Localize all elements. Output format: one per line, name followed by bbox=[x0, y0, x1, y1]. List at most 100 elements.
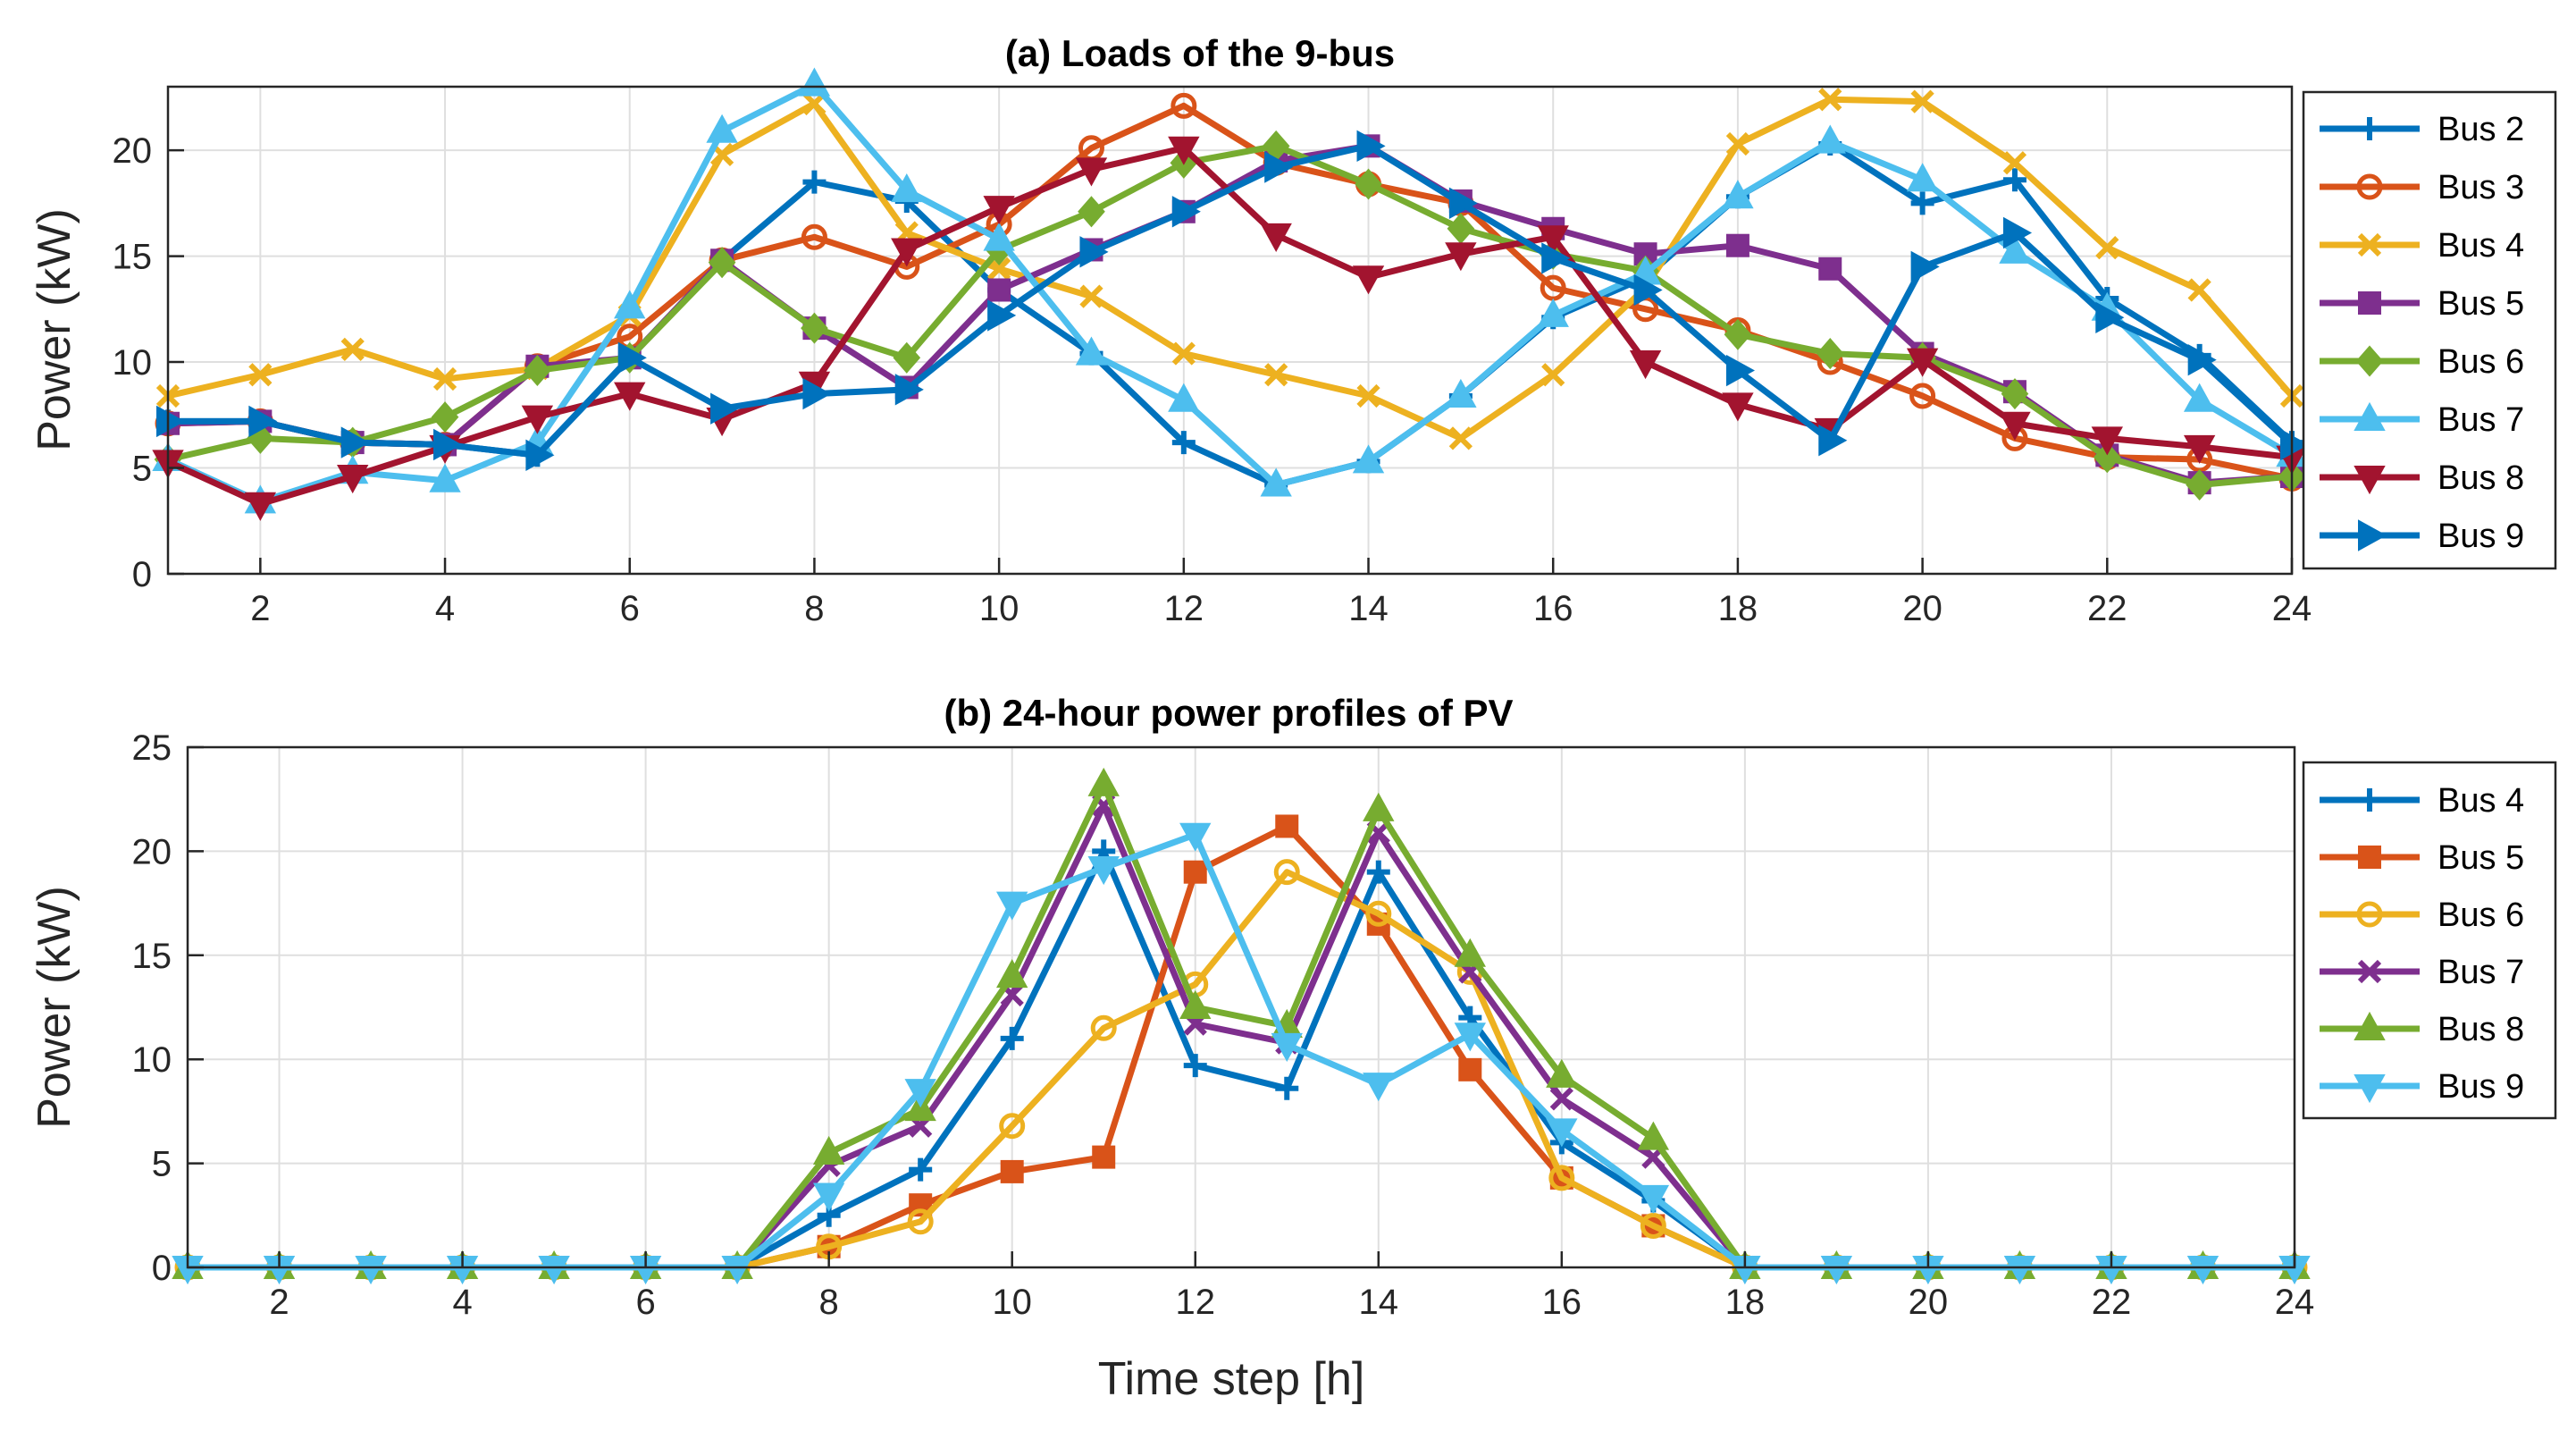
chart-a-data-point bbox=[2002, 168, 2026, 192]
chart-b-data-point bbox=[812, 1182, 845, 1212]
chart-a-data-point bbox=[987, 257, 1011, 281]
chart-a-xtick-label: 4 bbox=[435, 589, 455, 628]
chart-b-ytick-label: 15 bbox=[132, 937, 172, 976]
chart-a-data-point bbox=[1722, 180, 1754, 209]
chart-a-data-point bbox=[1448, 187, 1478, 220]
chart-a-data-point bbox=[1814, 124, 1846, 154]
chart-b-data-point bbox=[1637, 1184, 1670, 1214]
chart-a-ytick-label: 15 bbox=[113, 238, 153, 277]
chart-a-xtick-label: 24 bbox=[2272, 589, 2312, 628]
chart-a-ytick-label: 10 bbox=[113, 343, 153, 383]
chart-b-xtick-label: 20 bbox=[1909, 1283, 1949, 1322]
chart-a-data-point bbox=[1818, 257, 1842, 281]
chart-a-data-point bbox=[802, 170, 827, 194]
chart-a-legend-label: Bus 9 bbox=[2438, 518, 2524, 555]
chart-a-legend bbox=[2302, 90, 2557, 570]
chart-a-data-point bbox=[891, 173, 923, 203]
chart-a-data-point bbox=[2091, 426, 2123, 456]
chart-b-plot-area bbox=[186, 745, 2296, 1269]
chart-a-data-point bbox=[1260, 467, 1292, 497]
chart-a-data-point bbox=[2093, 442, 2121, 474]
chart-b-data-point bbox=[1458, 1057, 1482, 1081]
chart-b-data-point bbox=[1275, 814, 1299, 838]
chart-a-data-point bbox=[2187, 278, 2211, 302]
chart-a-legend-label: Bus 2 bbox=[2438, 111, 2524, 148]
chart-b-xtick-label: 6 bbox=[635, 1283, 655, 1322]
chart-b-xtick-label: 24 bbox=[2275, 1283, 2315, 1322]
chart-b-xtick-label: 10 bbox=[992, 1283, 1032, 1322]
chart-a-data-point bbox=[801, 223, 827, 250]
chart-b-xtick-label: 4 bbox=[452, 1283, 472, 1322]
chart-b-data-point bbox=[904, 1079, 936, 1108]
chart-a-data-point bbox=[1725, 131, 1750, 156]
chart-b-data-point bbox=[1179, 822, 1212, 852]
chart-b-data-point bbox=[1363, 1073, 1395, 1102]
chart-a-data-point bbox=[1541, 242, 1571, 274]
chart-b-xtick-label: 14 bbox=[1359, 1283, 1399, 1322]
chart-b-ytick-label: 10 bbox=[132, 1040, 172, 1080]
chart-b-data-point bbox=[2186, 1256, 2219, 1285]
chart-b-legend-label: Bus 8 bbox=[2438, 1011, 2524, 1048]
chart-a-data-point bbox=[1264, 363, 1288, 387]
chart-a-data-point bbox=[2280, 428, 2310, 461]
chart-a-data-point bbox=[2095, 235, 2119, 260]
chart-b-legend-label: Bus 9 bbox=[2438, 1068, 2524, 1106]
chart-a-series bbox=[152, 67, 2310, 521]
chart-b-xlabel: Time step [h] bbox=[1098, 1353, 1365, 1405]
chart-a-data-point bbox=[2002, 216, 2033, 249]
chart-b-data-point bbox=[1820, 1256, 1853, 1285]
chart-a-data-point bbox=[1352, 444, 1385, 474]
chart-a-data-point bbox=[1818, 88, 1842, 112]
chart-b-data-point bbox=[996, 891, 1028, 921]
chart-a-data-point bbox=[983, 222, 1015, 251]
chart-a-data-point bbox=[802, 377, 832, 410]
chart-a-data-point bbox=[893, 341, 921, 374]
chart-a-data-point bbox=[1629, 350, 1662, 380]
chart-a-data-point bbox=[2001, 378, 2029, 410]
chart-a-data-point bbox=[1356, 383, 1380, 408]
chart-b-data-point bbox=[1549, 1087, 1573, 1111]
chart-a-series-line bbox=[168, 142, 2295, 459]
chart-a-ytick-label: 20 bbox=[113, 131, 153, 171]
chart-a-legend-marker bbox=[2357, 232, 2382, 257]
chart-a-xtick-label: 8 bbox=[804, 589, 824, 628]
chart-b-ytick-label: 5 bbox=[152, 1145, 172, 1184]
chart-a-data-point bbox=[2187, 343, 2217, 376]
chart-b-data-point bbox=[1271, 1032, 1303, 1062]
chart-a-legend-label: Bus 5 bbox=[2438, 285, 2524, 323]
chart-a-data-point bbox=[1541, 363, 1565, 387]
chart-b-data-point bbox=[1548, 1165, 1575, 1191]
chart-b-xtick-label: 16 bbox=[1542, 1283, 1582, 1322]
chart-a-data-point bbox=[1445, 378, 1477, 408]
chart-b-ylabel: Power (kW) bbox=[29, 886, 80, 1129]
chart-a-data-point bbox=[431, 401, 459, 433]
chart-a-data-point bbox=[614, 290, 646, 319]
chart-a-xtick-label: 18 bbox=[1718, 589, 1758, 628]
chart-a-data-point bbox=[2183, 434, 2216, 464]
chart-a-data-point bbox=[802, 91, 827, 116]
chart-a-data-point bbox=[1910, 191, 1934, 215]
chart-b-ytick-label: 20 bbox=[132, 832, 172, 871]
chart-a-xtick-label: 10 bbox=[979, 589, 1019, 628]
chart-b-legend-label: Bus 5 bbox=[2438, 839, 2524, 877]
chart-a-data-point bbox=[156, 405, 186, 438]
chart-a-data-point bbox=[1722, 392, 1754, 422]
chart-a-data-point bbox=[1264, 151, 1294, 183]
chart-a-data-point bbox=[1260, 223, 1292, 252]
chart-b-legend-marker bbox=[2356, 901, 2383, 928]
chart-a-legend-marker bbox=[2358, 117, 2381, 140]
chart-a-series-line bbox=[166, 81, 2294, 505]
chart-a-data-point bbox=[1818, 425, 1848, 457]
chart-a-legend-label: Bus 7 bbox=[2438, 401, 2524, 439]
chart-a-data-point bbox=[1171, 92, 1197, 119]
chart-b-data-point bbox=[2003, 1256, 2036, 1285]
chart-b-data-point bbox=[1640, 1212, 1666, 1239]
chart-a-legend-label: Bus 4 bbox=[2438, 227, 2524, 265]
chart-a-data-point bbox=[1999, 234, 2031, 264]
chart-a-data-point bbox=[1816, 338, 1844, 370]
chart-a-legend-marker bbox=[2358, 519, 2387, 551]
chart-a-data-point bbox=[521, 405, 554, 434]
chart-a-legend-label: Bus 8 bbox=[2438, 459, 2524, 497]
chart-a-ylabel: Power (kW) bbox=[29, 208, 80, 451]
chart-a-data-point bbox=[1078, 196, 1105, 228]
